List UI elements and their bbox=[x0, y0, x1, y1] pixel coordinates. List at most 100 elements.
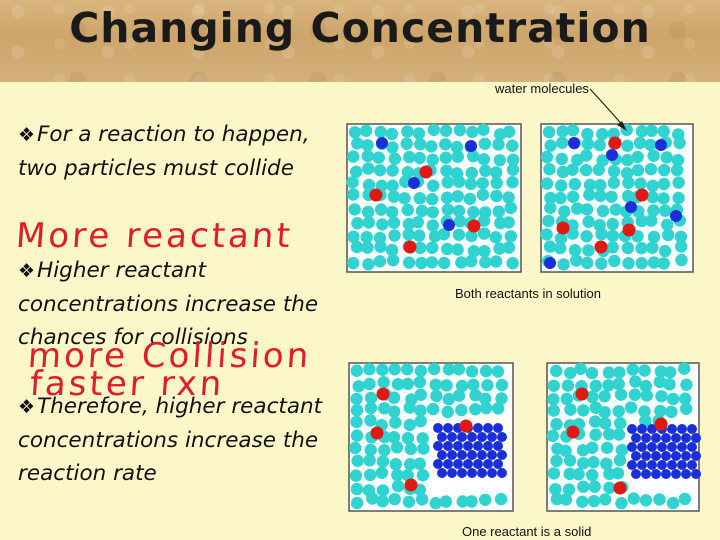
water-molecule bbox=[477, 214, 491, 227]
water-molecule bbox=[489, 231, 502, 244]
water-molecule bbox=[554, 179, 568, 192]
water-molecule bbox=[672, 176, 685, 189]
solid-reactant-particle bbox=[691, 451, 701, 461]
solid-reactant-particle bbox=[637, 424, 647, 434]
water-molecule bbox=[428, 362, 441, 376]
water-molecule bbox=[635, 242, 648, 255]
water-molecule bbox=[453, 215, 467, 228]
water-molecule bbox=[607, 165, 621, 178]
water-molecule bbox=[608, 254, 621, 268]
title-band bbox=[0, 0, 720, 82]
water-molecule bbox=[586, 441, 599, 454]
water-molecule bbox=[360, 231, 373, 244]
water-molecule bbox=[502, 125, 516, 138]
water-molecule bbox=[440, 379, 453, 392]
water-molecule bbox=[403, 150, 416, 164]
water-molecule bbox=[566, 227, 579, 240]
water-molecule bbox=[389, 458, 402, 471]
water-molecule bbox=[581, 127, 594, 141]
water-molecule bbox=[452, 228, 466, 241]
solid-reactant-particle bbox=[677, 442, 687, 452]
water-molecule bbox=[479, 256, 492, 269]
water-molecule bbox=[555, 152, 568, 166]
water-molecule bbox=[506, 153, 520, 166]
water-molecule bbox=[404, 458, 417, 471]
solid-reactant-particle bbox=[647, 460, 657, 470]
water-molecule bbox=[659, 204, 672, 217]
water-molecule bbox=[547, 467, 561, 480]
water-molecule bbox=[635, 125, 649, 138]
water-molecule bbox=[646, 179, 659, 192]
solid-reactant-particle bbox=[627, 442, 637, 452]
water-molecule bbox=[622, 176, 635, 189]
water-molecule bbox=[413, 151, 426, 165]
water-molecule bbox=[476, 188, 490, 201]
water-molecule bbox=[350, 482, 364, 496]
water-molecule bbox=[388, 405, 401, 418]
water-molecule bbox=[363, 377, 376, 391]
water-molecule bbox=[417, 442, 430, 455]
water-molecule bbox=[372, 151, 385, 164]
water-molecule bbox=[402, 228, 415, 241]
solid-reactant-particle bbox=[493, 441, 503, 451]
water-molecule bbox=[373, 164, 387, 177]
water-molecule bbox=[442, 363, 456, 376]
solid-reactant-particle bbox=[487, 432, 497, 442]
water-molecule bbox=[582, 215, 595, 228]
diamond-bullet-icon: ❖ bbox=[18, 124, 36, 146]
water-molecule bbox=[655, 390, 668, 403]
water-molecule bbox=[579, 163, 593, 177]
water-molecule bbox=[640, 389, 653, 402]
solid-reactant-particle bbox=[691, 433, 701, 443]
water-molecule bbox=[562, 483, 576, 496]
water-molecule bbox=[404, 442, 417, 456]
water-molecule bbox=[455, 379, 469, 393]
blue-reactant-particle bbox=[443, 219, 455, 231]
solid-reactant-particle bbox=[443, 423, 453, 433]
water-molecule bbox=[465, 255, 478, 268]
water-molecule bbox=[466, 125, 479, 139]
water-molecule bbox=[479, 364, 493, 378]
solid-reactant-particle bbox=[447, 432, 457, 442]
water-molecule bbox=[391, 468, 404, 482]
water-molecule bbox=[605, 190, 618, 203]
water-molecule bbox=[401, 432, 415, 445]
water-molecule bbox=[347, 150, 360, 163]
water-molecule bbox=[427, 179, 440, 192]
water-molecule bbox=[425, 140, 438, 153]
water-molecule bbox=[580, 203, 594, 216]
water-molecules-label: water molecules bbox=[495, 81, 589, 96]
red-reactant-particle bbox=[566, 425, 580, 439]
solid-reactant-particle bbox=[651, 451, 661, 461]
water-molecule bbox=[359, 124, 373, 137]
water-molecule bbox=[414, 241, 427, 255]
water-molecule bbox=[441, 405, 454, 419]
water-molecule bbox=[603, 481, 616, 494]
water-molecule bbox=[351, 137, 364, 150]
water-molecule bbox=[439, 138, 452, 151]
water-molecule bbox=[621, 139, 634, 152]
water-molecule bbox=[450, 140, 464, 154]
water-molecule bbox=[492, 138, 505, 151]
water-molecule bbox=[506, 257, 519, 270]
solid-reactant-particle bbox=[493, 423, 503, 433]
water-molecule bbox=[439, 151, 452, 164]
water-molecule bbox=[583, 188, 596, 201]
water-molecule bbox=[351, 454, 364, 467]
water-molecule bbox=[430, 389, 443, 403]
water-molecule bbox=[679, 392, 692, 405]
water-molecule bbox=[653, 375, 666, 389]
water-molecule bbox=[374, 203, 388, 216]
water-molecule bbox=[364, 414, 377, 427]
water-molecule bbox=[427, 123, 440, 137]
water-molecule bbox=[549, 483, 562, 496]
bottom-figure-caption: One reactant is a solid bbox=[462, 524, 592, 539]
solid-reactant-particle bbox=[467, 450, 477, 460]
solid-reactant-particle bbox=[681, 451, 691, 461]
water-molecule bbox=[441, 242, 454, 256]
water-molecule bbox=[388, 229, 401, 242]
water-molecule bbox=[465, 495, 478, 508]
water-molecule bbox=[657, 177, 671, 191]
water-molecule bbox=[403, 418, 416, 432]
solid-reactant-particle bbox=[487, 450, 497, 460]
